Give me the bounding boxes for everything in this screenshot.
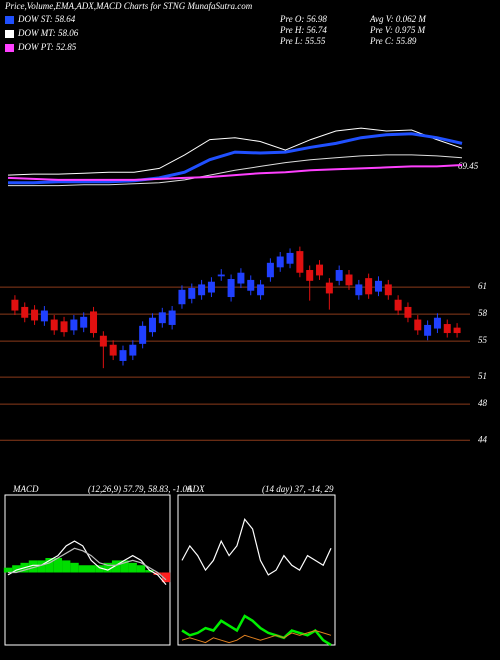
candle-body	[365, 278, 373, 295]
candle-body	[217, 274, 225, 277]
histogram-bar	[37, 560, 46, 573]
candle-body	[325, 282, 333, 294]
legend-label: DOW PT: 52.85	[17, 42, 77, 52]
histogram-bar	[153, 572, 162, 575]
stat: Avg V: 0.062 M	[369, 14, 426, 24]
candle-body	[80, 316, 88, 328]
histogram-bar	[128, 562, 137, 573]
candle-body	[207, 281, 215, 293]
histogram-bar	[120, 560, 129, 573]
histogram-bar	[136, 565, 146, 573]
histogram-bar	[78, 565, 87, 573]
candle-body	[414, 319, 422, 331]
candle-body	[90, 311, 98, 334]
y-tick-label: 44	[478, 434, 488, 444]
stat: Pre O: 56.98	[279, 14, 327, 24]
stat: Pre V: 0.975 M	[369, 25, 426, 35]
line	[7, 164, 463, 181]
candle-body	[168, 310, 176, 325]
histogram-bar	[95, 565, 104, 573]
candle-body	[109, 344, 117, 356]
histogram-bar	[70, 562, 79, 573]
page-title: Price,Volume,EMA,ADX,MACD Charts for STN…	[4, 1, 253, 11]
candle-body	[60, 321, 68, 333]
candle-body	[237, 272, 245, 284]
candle-body	[276, 256, 284, 268]
candle-body	[198, 284, 206, 296]
histogram-bar	[3, 567, 13, 573]
legend-swatch	[5, 44, 14, 52]
candle-body	[394, 299, 402, 311]
candle-body	[266, 262, 274, 278]
candle-body	[316, 264, 324, 276]
candle-body	[374, 280, 382, 292]
candle-body	[50, 319, 58, 331]
candle-body	[296, 251, 304, 273]
adx-frame	[177, 494, 336, 646]
histogram-bar	[12, 565, 21, 573]
candle-body	[227, 279, 235, 298]
candle-body	[335, 270, 343, 281]
candle-body	[345, 274, 353, 286]
line	[181, 518, 332, 576]
histogram-bar	[62, 560, 71, 573]
candle-body	[424, 324, 432, 336]
candle-body	[40, 310, 48, 322]
candle-body	[453, 327, 461, 334]
candle-body	[433, 317, 441, 329]
candle-body	[119, 350, 127, 361]
candle-body	[158, 312, 166, 324]
histogram-bar	[145, 570, 154, 573]
panel-title: MACD	[12, 484, 39, 494]
candle-body	[188, 288, 196, 299]
legend-swatch	[5, 16, 14, 24]
stat: Pre L: 55.55	[279, 36, 326, 46]
legend-label: DOW MT: 58.06	[17, 28, 79, 38]
y-tick-label: 61	[478, 281, 487, 291]
panel-title: ADX	[186, 484, 205, 494]
histogram-bar	[28, 560, 38, 573]
line	[181, 614, 332, 647]
histogram-bar	[111, 560, 121, 573]
legend-label: DOW ST: 58.64	[17, 14, 76, 24]
line	[7, 127, 463, 176]
y-tick-label: 58	[478, 308, 488, 318]
candle-body	[70, 319, 78, 331]
candle-body	[178, 289, 186, 305]
line	[8, 154, 463, 187]
candle-body	[355, 284, 363, 296]
candle-body	[21, 306, 29, 318]
candle-body	[443, 324, 451, 334]
candle-body	[247, 279, 255, 291]
histogram-bar	[53, 558, 63, 573]
candle-body	[11, 299, 19, 311]
candle-body	[139, 325, 147, 344]
histogram-bar	[103, 562, 112, 573]
candle-body	[31, 309, 39, 321]
panel-subtitle: (14 day) 37, -14, 29	[262, 484, 334, 494]
y-tick-label: 48	[478, 398, 488, 408]
histogram-bar	[161, 572, 171, 583]
stat: Pre H: 56.74	[279, 25, 327, 35]
y-tick-label: 55	[478, 335, 488, 345]
line	[8, 547, 167, 581]
histogram-bar	[45, 558, 54, 573]
line	[181, 629, 332, 644]
stat: Pre C: 55.89	[369, 36, 417, 46]
candle-body	[129, 344, 137, 356]
candle-body	[286, 252, 294, 264]
candle-body	[99, 335, 107, 347]
candle-body	[257, 284, 265, 296]
line	[8, 132, 463, 185]
candle-body	[148, 317, 156, 333]
histogram-bar	[87, 565, 96, 573]
legend-swatch	[5, 30, 14, 38]
y-tick-label: 69.45	[458, 161, 479, 171]
candle-body	[306, 270, 314, 281]
candle-body	[384, 284, 392, 296]
panel-subtitle: (12,26,9) 57.79, 58.83, -1.06	[88, 484, 192, 494]
candle-body	[404, 306, 412, 318]
y-tick-label: 51	[478, 371, 487, 381]
